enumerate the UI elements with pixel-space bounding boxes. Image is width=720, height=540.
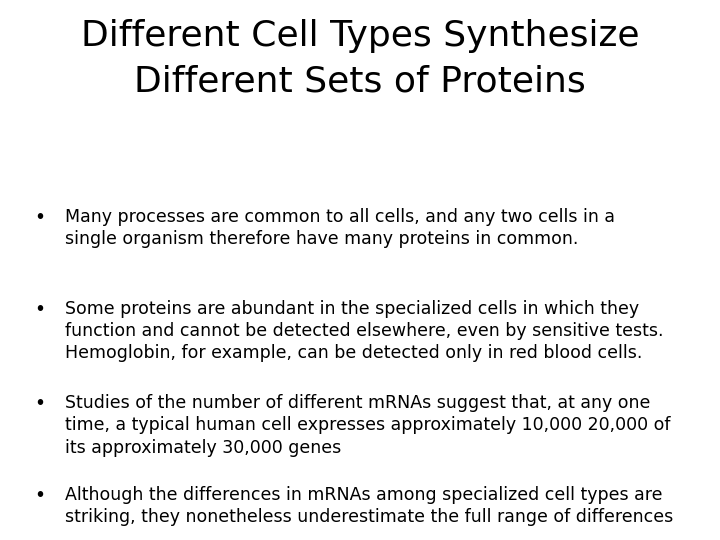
- Text: Different Sets of Proteins: Different Sets of Proteins: [134, 65, 586, 99]
- Text: •: •: [34, 300, 45, 319]
- Text: Many processes are common to all cells, and any two cells in a
single organism t: Many processes are common to all cells, …: [65, 208, 615, 248]
- Text: •: •: [34, 486, 45, 505]
- Text: Although the differences in mRNAs among specialized cell types are
striking, the: Although the differences in mRNAs among …: [65, 486, 673, 526]
- Text: •: •: [34, 394, 45, 413]
- Text: •: •: [34, 208, 45, 227]
- Text: Studies of the number of different mRNAs suggest that, at any one
time, a typica: Studies of the number of different mRNAs…: [65, 394, 670, 457]
- Text: Some proteins are abundant in the specialized cells in which they
function and c: Some proteins are abundant in the specia…: [65, 300, 663, 362]
- Text: Different Cell Types Synthesize: Different Cell Types Synthesize: [81, 19, 639, 53]
